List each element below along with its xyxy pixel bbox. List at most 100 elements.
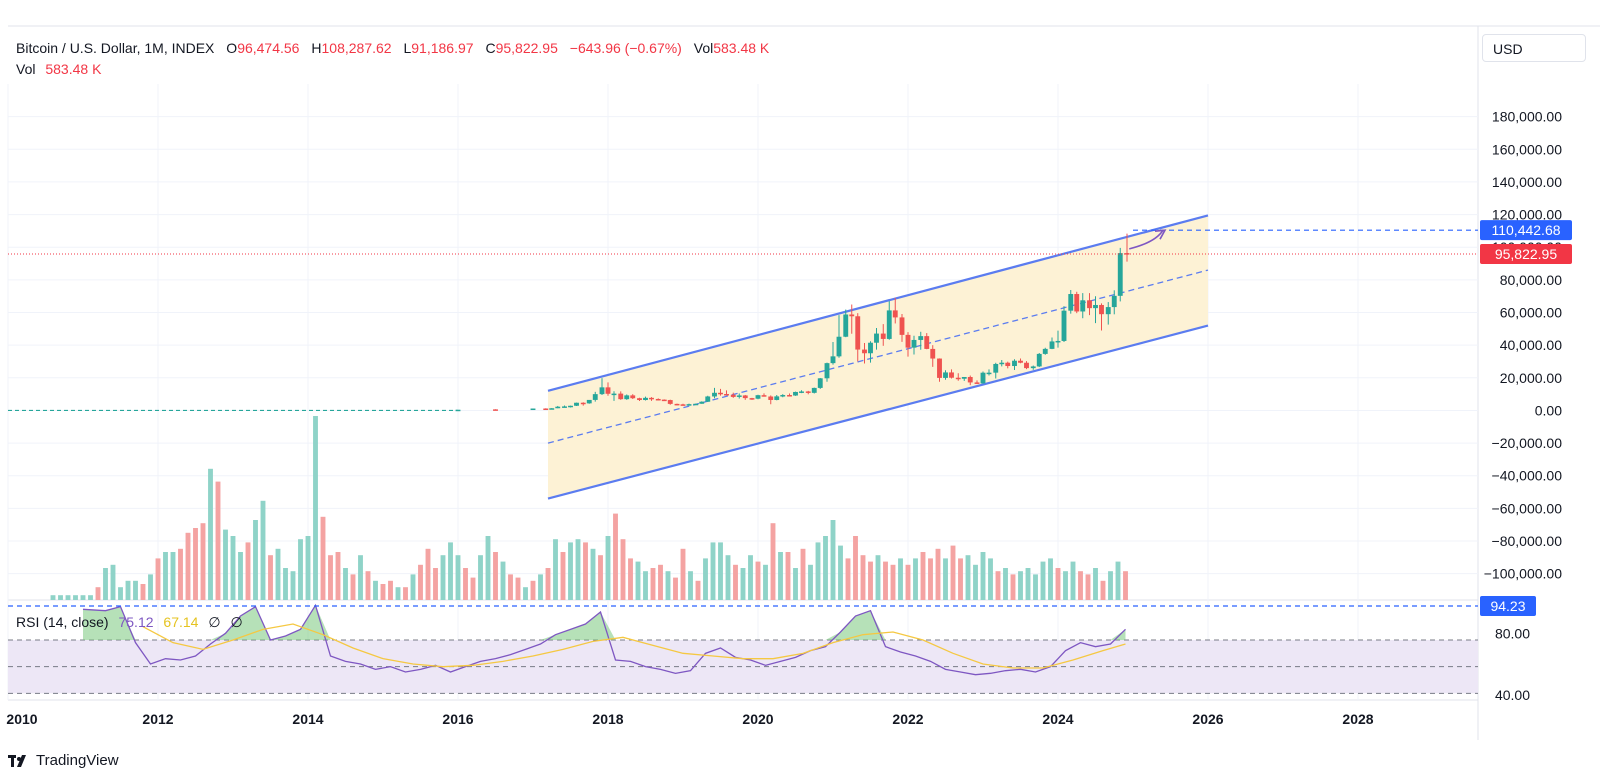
price-axis[interactable]: 180,000.00 160,000.00 140,000.00 120,000.00…: [1480, 109, 1572, 703]
candle-body: [892, 310, 898, 318]
volume-bar: [440, 555, 446, 600]
candle-body: [1042, 348, 1048, 354]
volume-bar: [1033, 574, 1038, 600]
price-tick-label: 140,000.00: [1492, 174, 1562, 190]
candle-body: [555, 406, 561, 409]
volume-bar: [763, 564, 768, 600]
volume-bar: [988, 558, 993, 600]
candle-body: [1105, 307, 1111, 315]
volume-bar: [455, 555, 461, 600]
candle-body: [655, 398, 661, 401]
volume-bar: [215, 481, 221, 600]
change-value: −643.96 (−0.67%): [569, 40, 682, 56]
volume-bar: [943, 558, 948, 600]
candle-body: [874, 333, 879, 343]
rsi-empty-symbol-2: ∅: [230, 614, 243, 630]
candle-body: [568, 405, 573, 408]
volume-bar: [845, 558, 851, 600]
volume-bar: [365, 571, 371, 600]
volume-bar: [568, 542, 573, 600]
candle-body: [780, 395, 786, 397]
volume-bar: [1085, 574, 1091, 600]
ohlc-legend: Bitcoin / U.S. Dollar, 1M, INDEX O96,474…: [16, 40, 769, 56]
volume-bar: [1018, 571, 1023, 600]
candle-body: [630, 395, 636, 399]
rsi-empty-symbol-1: ∅: [208, 614, 221, 630]
candle-body: [686, 404, 692, 406]
time-tick-label: 2018: [592, 711, 623, 727]
candle-body: [1055, 340, 1061, 343]
rsi-tick-label: 80.00: [1495, 626, 1530, 642]
volume-bar: [853, 536, 858, 600]
volume-bar: [1078, 571, 1083, 600]
candle-body: [755, 395, 761, 399]
volume-bar: [890, 564, 896, 600]
tradingview-brand[interactable]: TradingView: [8, 752, 119, 769]
close-label: C: [485, 40, 496, 56]
candle-body: [693, 403, 699, 406]
axis-price-label: 110,442.68: [1491, 222, 1560, 238]
volume-bar: [65, 595, 71, 600]
candle-body: [930, 348, 936, 359]
volume-bar: [590, 548, 596, 600]
volume-bar: [965, 555, 971, 600]
volume-bar: [463, 568, 468, 600]
volume-bar: [125, 580, 131, 600]
candle-body: [974, 382, 980, 384]
volume-bar: [110, 564, 116, 600]
price-tick-label: 0.00: [1535, 402, 1562, 418]
candle-body: [855, 316, 861, 350]
volume-bar: [523, 587, 528, 600]
symbol-title[interactable]: Bitcoin / U.S. Dollar, 1M, INDEX: [16, 40, 215, 56]
candle-body: [643, 397, 648, 401]
candle-body: [1117, 253, 1123, 296]
high-label: H: [311, 40, 322, 56]
candle-body: [1111, 295, 1117, 308]
volume-bar: [628, 558, 633, 600]
time-axis[interactable]: 2010 2012 2014 2016 2018 2020 2022 2024 2026 2028: [6, 711, 1373, 727]
volume-bar: [118, 587, 123, 600]
volume-bar: [238, 552, 243, 600]
volume-bars: [50, 416, 1128, 600]
candle-body: [712, 392, 717, 397]
candle-body: [1093, 304, 1098, 309]
volume-bar: [1115, 561, 1121, 600]
volume-bar: [928, 558, 933, 600]
volume-bar: [388, 580, 393, 600]
rsi-ma-legend-value: 67.14: [163, 614, 199, 630]
volume-bar: [605, 536, 611, 600]
rsi-line: [82, 603, 1126, 676]
rsi-legend[interactable]: RSI (14, close) 75.12 67.14 ∅ ∅: [16, 614, 243, 631]
candle-body: [899, 317, 905, 335]
time-tick-label: 2016: [442, 711, 473, 727]
volume-legend[interactable]: Vol 583.48 K: [16, 61, 101, 77]
rsi-legend-label: RSI (14, close): [16, 614, 109, 630]
open-value: 96,474.56: [237, 40, 300, 56]
tradingview-logo-icon: [8, 754, 26, 767]
volume-bar: [485, 536, 491, 600]
volume-bar: [1025, 568, 1031, 600]
currency-button[interactable]: USD: [1482, 34, 1586, 62]
candle-body: [562, 406, 567, 408]
projection-arrow-head: [1154, 229, 1167, 240]
candle-body: [718, 392, 723, 395]
volume-bar: [800, 548, 806, 600]
candle-body: [918, 336, 924, 340]
candle-body: [1030, 366, 1036, 369]
candle-body: [574, 402, 579, 406]
volume-bar: [350, 574, 356, 600]
price-tick-label: −60,000.00: [1492, 500, 1563, 516]
volume-bar: [1108, 571, 1113, 600]
volume-bar: [448, 542, 453, 600]
brand-name: TradingView: [36, 752, 119, 769]
volume-bar: [185, 532, 191, 600]
price-tick-label: −100,000.00: [1484, 566, 1562, 582]
candle-body: [1049, 341, 1055, 349]
candle-body: [1068, 294, 1074, 311]
volume-bar: [418, 564, 423, 600]
volume-bar: [1048, 558, 1053, 600]
volume-bar: [500, 561, 506, 600]
volume-bar: [583, 542, 588, 600]
candle-body: [1061, 310, 1067, 341]
